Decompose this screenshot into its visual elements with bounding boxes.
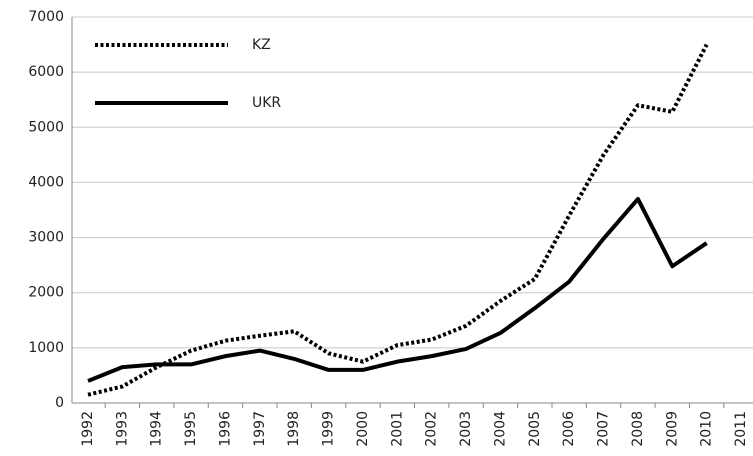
y-tick-label: 1000 — [28, 340, 64, 356]
x-tick-label: 2006 — [561, 411, 577, 447]
legend-label: KZ — [252, 37, 271, 53]
x-tick-label: 1996 — [217, 411, 233, 447]
x-tick-label: 1999 — [321, 411, 337, 447]
series-line — [87, 196, 708, 383]
x-tick-label: 1998 — [286, 411, 302, 447]
x-tick-label: 1994 — [149, 411, 165, 447]
x-tick-label: 1995 — [183, 411, 199, 447]
series-line — [87, 43, 709, 397]
x-tick-label: 2007 — [596, 411, 612, 447]
x-tick-label: 1993 — [114, 411, 130, 447]
x-tick-label: 1992 — [80, 411, 96, 447]
y-tick-label: 7000 — [28, 9, 64, 25]
y-tick-label: 2000 — [28, 285, 64, 301]
x-tick-label: 1997 — [252, 411, 268, 447]
x-tick-label: 2010 — [699, 411, 715, 447]
x-tick-label: 2005 — [527, 411, 543, 447]
y-tick-label: 3000 — [28, 230, 64, 246]
x-tick-label: 2000 — [355, 411, 371, 447]
y-tick-label: 5000 — [28, 119, 64, 135]
y-tick-label: 4000 — [28, 174, 64, 190]
x-tick-label: 2001 — [389, 411, 405, 447]
x-tick-label: 2009 — [664, 411, 680, 447]
x-tick-label: 2011 — [733, 411, 749, 447]
x-tick-label: 2003 — [458, 411, 474, 447]
y-tick-label: 6000 — [28, 64, 64, 80]
x-tick-label: 2002 — [424, 411, 440, 447]
x-tick-label: 2004 — [492, 411, 508, 447]
y-tick-label: 0 — [55, 395, 64, 411]
x-tick-label: 2008 — [630, 411, 646, 447]
legend-label: UKR — [252, 95, 281, 111]
